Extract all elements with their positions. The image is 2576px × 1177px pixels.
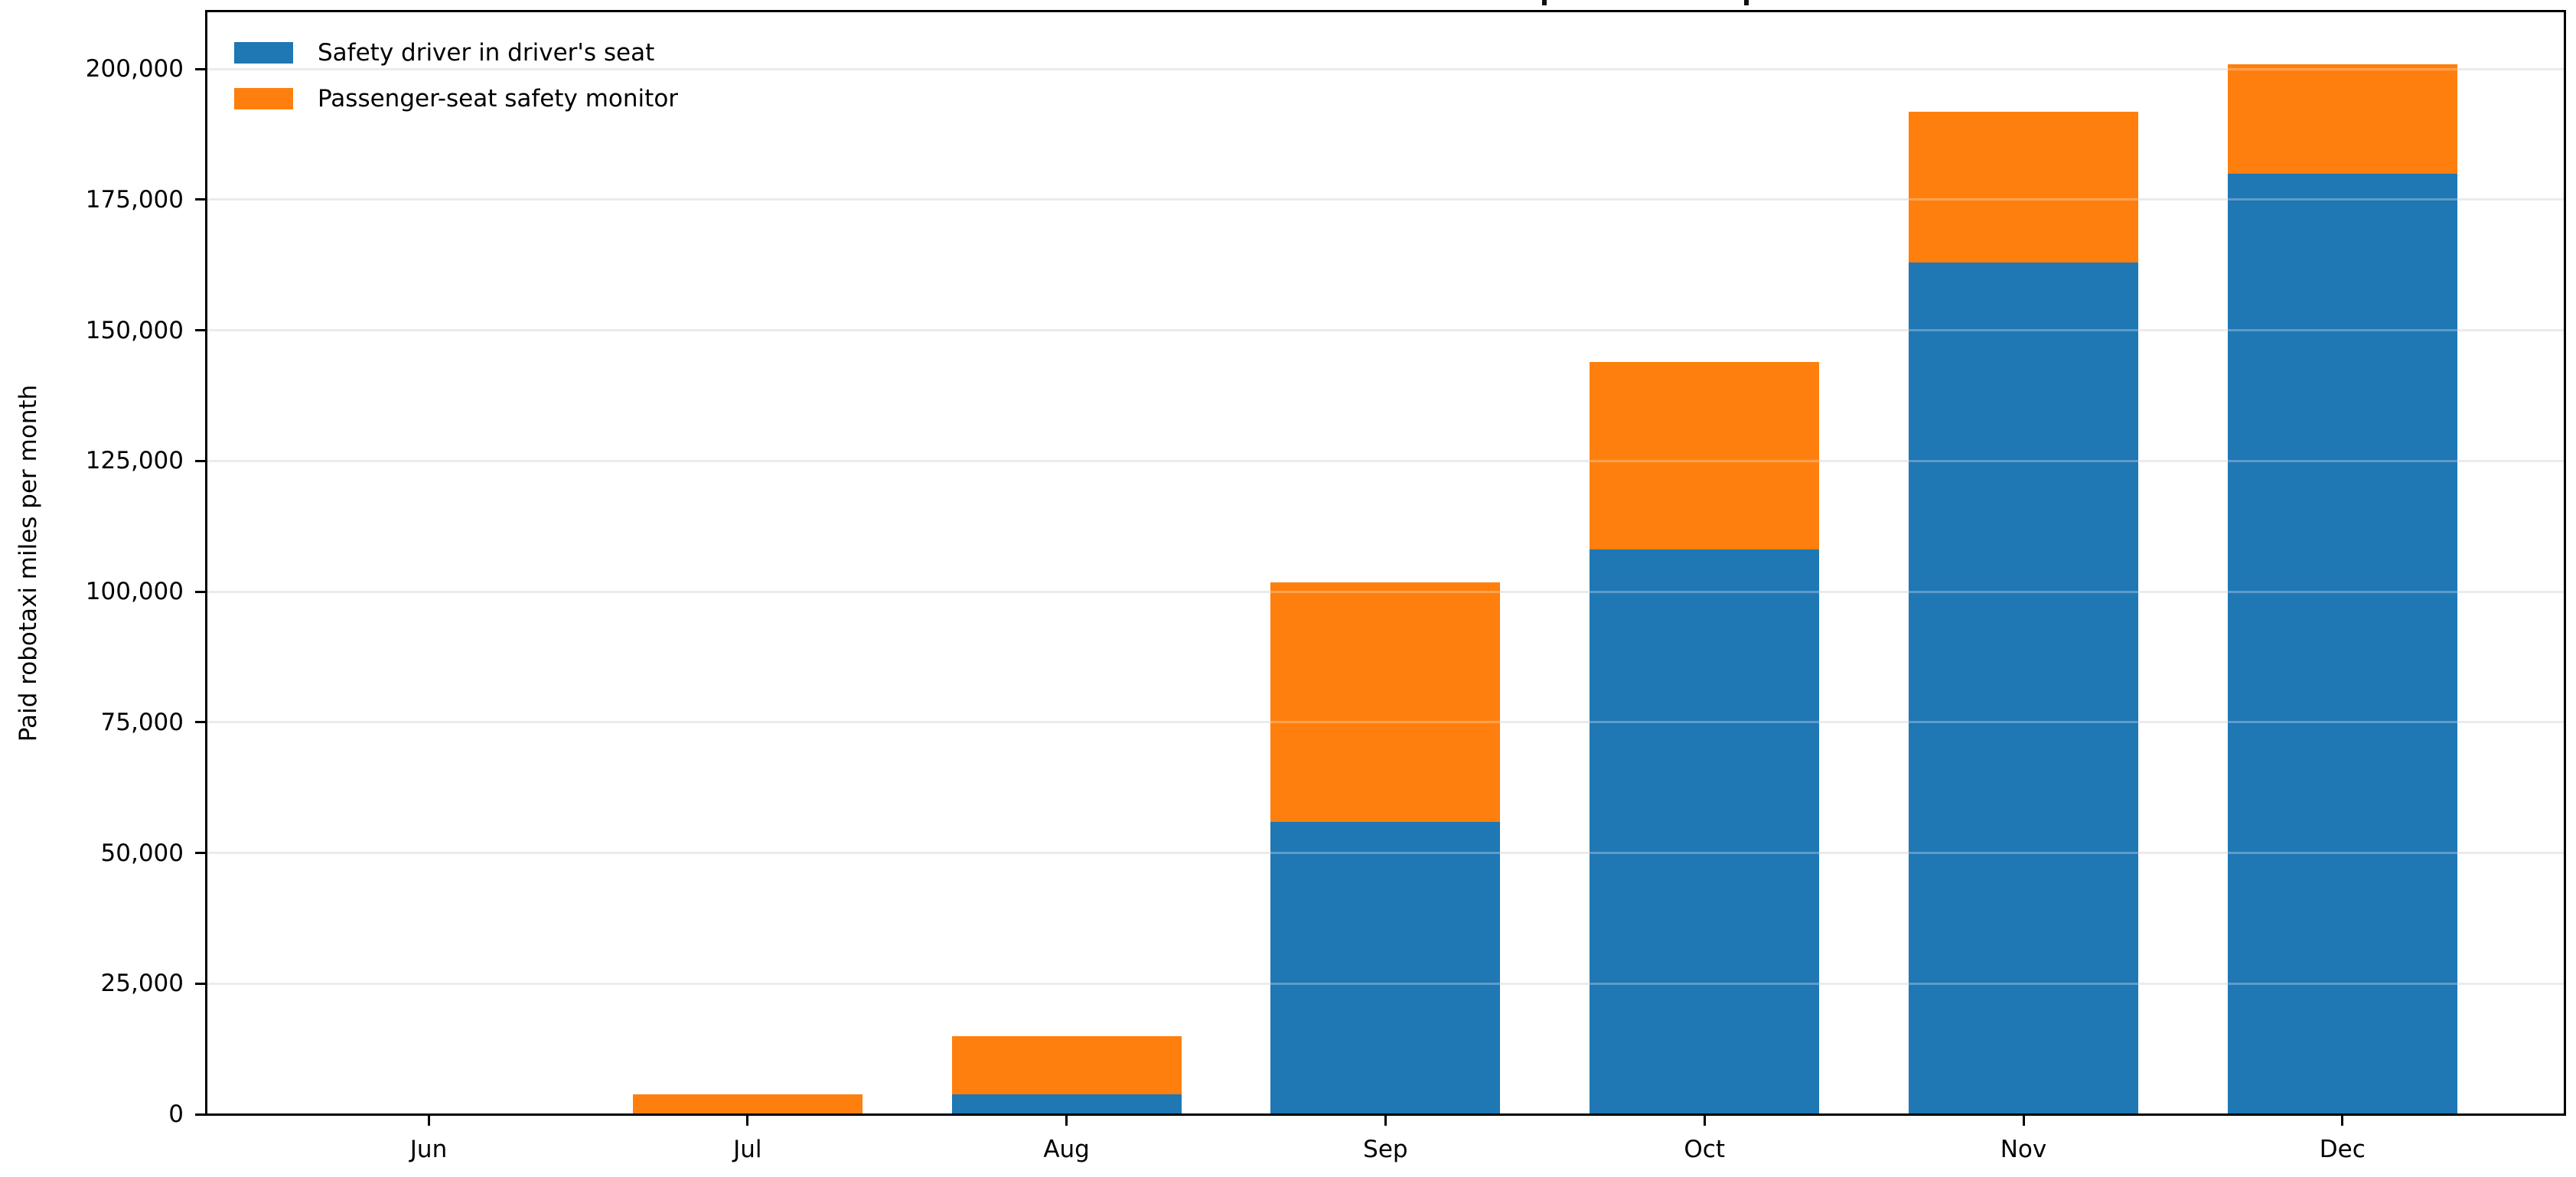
gridline-overlay-200000: [207, 67, 2565, 70]
legend-item-1: Safety driver in driver's seat: [234, 37, 654, 68]
y-tick-label-200000: 200,000: [85, 55, 184, 83]
bar-dec-passenger-monitor: [2227, 64, 2457, 174]
y-tick-0: [195, 1113, 207, 1116]
clipped-title-descender: [1542, 0, 1547, 5]
bar-aug-passenger-monitor: [951, 1036, 1182, 1095]
x-tick-jul: [746, 1115, 749, 1126]
y-tick-75000: [195, 721, 207, 724]
x-tick-jun: [427, 1115, 430, 1126]
y-tick-100000: [195, 590, 207, 593]
bar-jul-passenger-monitor: [632, 1094, 862, 1114]
x-tick-label-jul: Jul: [733, 1136, 762, 1163]
gridline-200000: [207, 67, 2565, 70]
x-tick-label-nov: Nov: [2000, 1136, 2047, 1163]
y-tick-label-25000: 25,000: [100, 970, 184, 998]
gridline-175000: [207, 198, 2565, 201]
bar-sep-safety-driver: [1270, 821, 1501, 1114]
x-tick-nov: [2022, 1115, 2025, 1126]
bar-nov-passenger-monitor: [1909, 112, 2138, 262]
y-tick-50000: [195, 852, 207, 855]
y-tick-label-50000: 50,000: [100, 839, 184, 867]
gridline-overlay-100000: [207, 590, 2565, 593]
x-tick-label-aug: Aug: [1043, 1136, 1090, 1163]
gridline-150000: [207, 329, 2565, 332]
gridline-overlay-125000: [207, 459, 2565, 462]
y-tick-label-0: 0: [168, 1100, 184, 1128]
x-tick-aug: [1065, 1115, 1068, 1126]
y-tick-175000: [195, 198, 207, 201]
gridline-overlay-25000: [207, 982, 2565, 985]
bar-aug-safety-driver: [951, 1094, 1182, 1114]
bar-dec-safety-driver: [2227, 173, 2457, 1114]
y-tick-label-75000: 75,000: [100, 708, 184, 736]
clipped-title-descender: [1744, 0, 1749, 5]
y-tick-label-175000: 175,000: [85, 185, 184, 214]
bar-oct-safety-driver: [1590, 549, 1820, 1114]
y-tick-label-125000: 125,000: [85, 447, 184, 475]
y-tick-125000: [195, 459, 207, 462]
y-tick-25000: [195, 982, 207, 985]
gridline-overlay-75000: [207, 721, 2565, 724]
gridline-overlay-50000: [207, 852, 2565, 855]
x-tick-label-sep: Sep: [1363, 1136, 1408, 1163]
x-tick-dec: [2341, 1115, 2344, 1126]
x-tick-label-dec: Dec: [2319, 1136, 2366, 1163]
y-axis-label: Paid robotaxi miles per month: [15, 384, 42, 742]
y-tick-label-100000: 100,000: [85, 578, 184, 606]
x-tick-oct: [1703, 1115, 1706, 1126]
y-tick-200000: [195, 67, 207, 70]
gridline-overlay-175000: [207, 198, 2565, 201]
gridline-125000: [207, 459, 2565, 462]
bar-sep-passenger-monitor: [1270, 582, 1501, 822]
x-tick-label-oct: Oct: [1684, 1136, 1725, 1163]
gridline-overlay-150000: [207, 329, 2565, 332]
plot-area: [207, 11, 2565, 1114]
legend-swatch-1: [234, 42, 293, 64]
legend-item-2: Passenger-seat safety monitor: [234, 83, 678, 114]
bar-nov-safety-driver: [1909, 262, 2138, 1114]
y-tick-150000: [195, 329, 207, 332]
legend-swatch-2: [234, 88, 293, 109]
x-tick-sep: [1384, 1115, 1387, 1126]
y-tick-label-150000: 150,000: [85, 316, 184, 344]
x-tick-label-jun: Jun: [409, 1136, 448, 1163]
legend-label-1: Safety driver in driver's seat: [318, 39, 655, 67]
legend-label-2: Passenger-seat safety monitor: [318, 85, 679, 112]
bar-oct-passenger-monitor: [1590, 362, 1820, 549]
